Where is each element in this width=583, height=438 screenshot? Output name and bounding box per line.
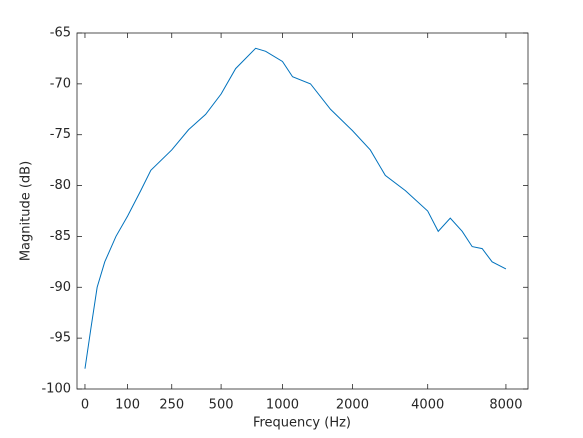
y-tick-label: -85 [50,229,71,244]
y-axis-label: Magnitude (dB) [19,161,34,261]
x-tick-label: 0 [81,398,89,413]
y-tick-label: -90 [50,280,71,295]
y-tick-label: -75 [50,127,71,142]
y-tick-label: -65 [50,26,71,41]
x-tick-label: 1000 [266,398,299,413]
x-tick-label: 500 [209,398,234,413]
y-tick-label: -70 [50,76,71,91]
x-tick-label: 100 [115,398,140,413]
x-tick-label: 250 [159,398,184,413]
x-axis-label: Frequency (Hz) [253,416,351,431]
y-tick-label: -95 [50,331,71,346]
x-tick-label: 4000 [411,398,444,413]
data-line [84,47,507,369]
x-tick-label: 8000 [489,398,522,413]
y-tick-label: -80 [50,178,71,193]
plot-frame [76,32,529,390]
x-tick-label: 2000 [336,398,369,413]
y-tick-label: -100 [41,382,71,397]
